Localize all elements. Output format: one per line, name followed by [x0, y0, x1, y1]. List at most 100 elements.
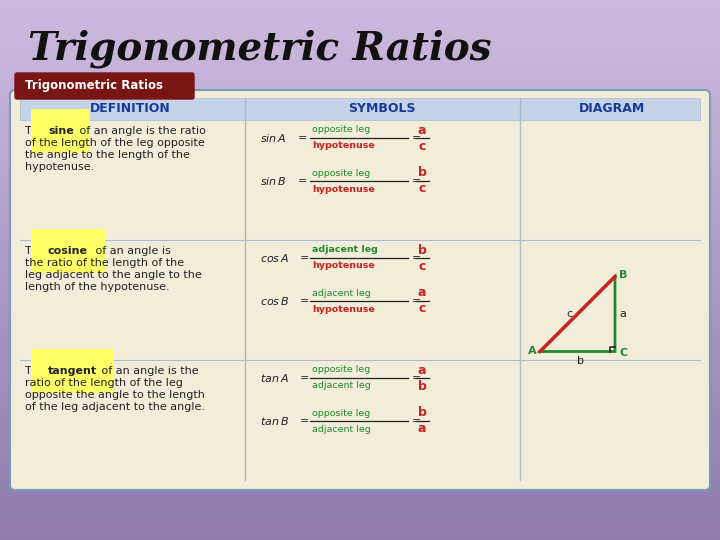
Text: =: = [300, 416, 310, 426]
Bar [0, 324, 720, 329]
Text: hypotenuse.: hypotenuse. [25, 162, 94, 172]
Text: opposite leg: opposite leg [312, 125, 370, 134]
Bar [0, 367, 720, 373]
Bar [0, 308, 720, 313]
Text: $\mathit{cos\,A}$: $\mathit{cos\,A}$ [260, 252, 289, 264]
Text: =: = [300, 296, 310, 306]
Bar [0, 22, 720, 27]
Bar [0, 173, 720, 178]
Bar [0, 238, 720, 243]
Text: a: a [619, 309, 626, 319]
Bar [0, 497, 720, 502]
Bar [0, 421, 720, 427]
Bar [0, 49, 720, 54]
Text: cosine: cosine [48, 246, 88, 256]
Text: of the length of the leg opposite: of the length of the leg opposite [25, 138, 204, 148]
Bar [0, 524, 720, 529]
Bar [0, 270, 720, 275]
Text: adjacent leg: adjacent leg [312, 424, 371, 434]
Bar [0, 373, 720, 378]
Text: hypotenuse: hypotenuse [312, 305, 374, 314]
Text: =: = [298, 176, 307, 186]
Text: the ratio of the length of the: the ratio of the length of the [25, 258, 184, 268]
Bar [0, 5, 720, 11]
Bar [0, 151, 720, 157]
Bar [0, 340, 720, 346]
Bar [0, 535, 720, 540]
Bar [0, 319, 720, 324]
Bar [0, 356, 720, 362]
Bar [0, 205, 720, 211]
Bar [0, 454, 720, 459]
Bar [0, 16, 720, 22]
Text: opposite leg: opposite leg [312, 408, 370, 417]
Bar [0, 130, 720, 135]
Text: leg adjacent to the angle to the: leg adjacent to the angle to the [25, 270, 202, 280]
Bar [0, 194, 720, 200]
Bar [0, 459, 720, 464]
Bar [0, 227, 720, 232]
Bar [0, 119, 720, 124]
Bar [0, 189, 720, 194]
Text: of an angle is the: of an angle is the [98, 366, 199, 376]
Text: =: = [300, 373, 310, 383]
Bar [0, 32, 720, 38]
Bar [0, 302, 720, 308]
Text: =: = [412, 373, 421, 383]
Bar [0, 248, 720, 254]
Bar [0, 146, 720, 151]
Bar [0, 43, 720, 49]
Text: a: a [418, 287, 426, 300]
Bar [0, 335, 720, 340]
Bar [0, 410, 720, 416]
Bar [0, 200, 720, 205]
Text: The: The [25, 366, 49, 376]
Bar [0, 211, 720, 216]
Text: adjacent leg: adjacent leg [312, 381, 371, 390]
Bar [0, 378, 720, 383]
Bar [0, 0, 720, 5]
Bar [0, 491, 720, 497]
Bar [0, 86, 720, 92]
Bar [0, 259, 720, 265]
Bar [0, 513, 720, 518]
Text: opposite leg: opposite leg [312, 168, 370, 178]
Bar [0, 313, 720, 319]
Text: The: The [25, 126, 49, 136]
Text: Trigonometric Ratios: Trigonometric Ratios [28, 30, 492, 69]
Text: Trigonometric Ratios: Trigonometric Ratios [25, 79, 163, 92]
Bar [0, 178, 720, 184]
Text: a: a [418, 363, 426, 376]
Text: hypotenuse: hypotenuse [312, 261, 374, 271]
Bar [0, 65, 720, 70]
Text: B: B [619, 269, 627, 280]
Bar [0, 216, 720, 221]
Bar [0, 108, 720, 113]
Bar [0, 54, 720, 59]
Bar [0, 184, 720, 189]
Bar [0, 113, 720, 119]
Text: opposite the angle to the length: opposite the angle to the length [25, 390, 205, 400]
Text: the angle to the length of the: the angle to the length of the [25, 150, 190, 160]
Bar [0, 27, 720, 32]
Bar [0, 81, 720, 86]
Text: $\mathit{tan\,B}$: $\mathit{tan\,B}$ [260, 415, 289, 427]
Bar [0, 394, 720, 400]
FancyBboxPatch shape [10, 90, 710, 490]
Text: hypotenuse: hypotenuse [312, 141, 374, 151]
Bar [0, 297, 720, 302]
Text: c: c [567, 309, 572, 319]
Text: DIAGRAM: DIAGRAM [579, 103, 645, 116]
Bar [0, 281, 720, 286]
Bar [0, 76, 720, 81]
Bar [0, 427, 720, 432]
Bar [0, 103, 720, 108]
Text: C: C [619, 348, 627, 359]
Bar [0, 416, 720, 421]
Bar [0, 400, 720, 405]
Text: $\mathit{sin\,B}$: $\mathit{sin\,B}$ [260, 175, 287, 187]
Text: =: = [300, 253, 310, 263]
Bar [0, 167, 720, 173]
FancyBboxPatch shape [20, 98, 700, 120]
Bar [0, 59, 720, 65]
